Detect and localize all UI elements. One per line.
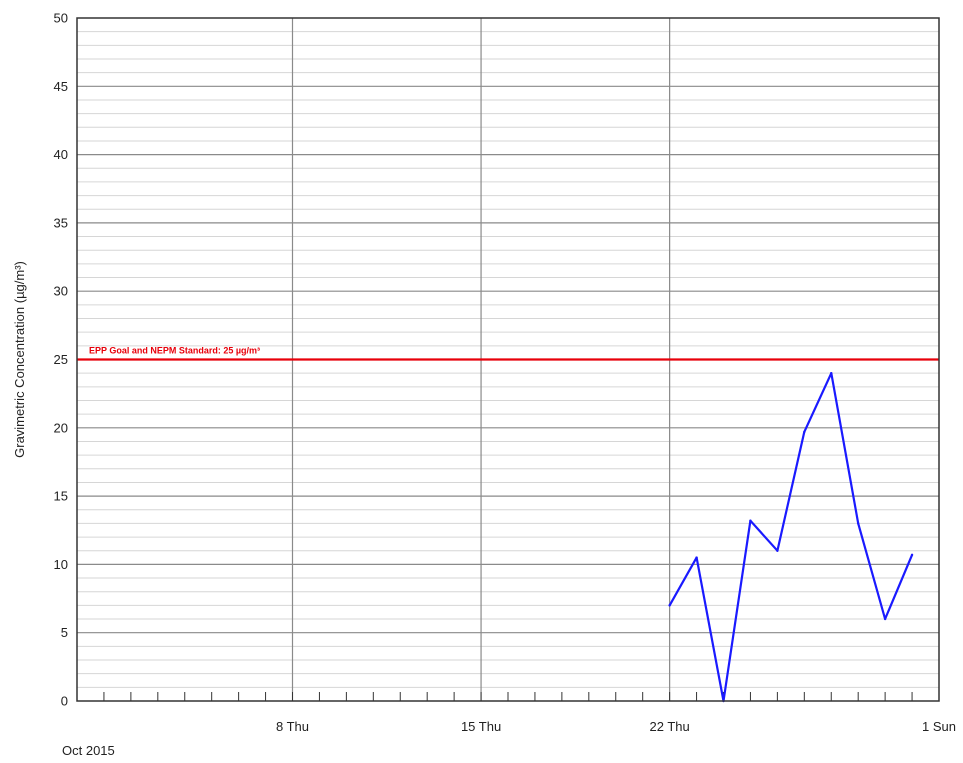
y-tick-labels: 0 5 10 15 20 25 30 35 40 45 50 [54, 11, 68, 709]
data-point [695, 556, 698, 559]
x-tick-labels: 8 Thu 15 Thu 22 Thu 1 Sun [276, 719, 956, 734]
x-tick-label: 15 Thu [461, 719, 501, 734]
y-tick-label: 45 [54, 79, 68, 94]
y-tick-label: 30 [54, 284, 68, 299]
reference-line-group: EPP Goal and NEPM Standard: 25 µg/m³ [77, 346, 939, 361]
data-point [668, 604, 671, 607]
y-tick-label: 20 [54, 420, 68, 435]
y-tick-label: 10 [54, 557, 68, 572]
plot-frame [76, 17, 940, 702]
data-point [830, 371, 833, 375]
series-group [668, 371, 914, 703]
period-label: Oct 2015 [62, 743, 115, 758]
x-tick-label: 8 Thu [276, 719, 309, 734]
data-point [776, 549, 779, 552]
series-line [668, 372, 914, 703]
data-point [910, 553, 914, 557]
data-point [749, 519, 752, 522]
y-tick-label: 15 [54, 489, 68, 504]
y-tick-label: 25 [54, 352, 68, 367]
y-tick-label: 35 [54, 215, 68, 230]
x-tick-label: 22 Thu [650, 719, 690, 734]
y-axis-title: Gravimetric Concentration (µg/m³) [12, 261, 27, 458]
reference-line-label: EPP Goal and NEPM Standard: 25 µg/m³ [89, 346, 260, 356]
x-tick-label: 1 Sun [922, 719, 956, 734]
y-tick-label: 0 [61, 694, 68, 709]
y-tick-label: 40 [54, 147, 68, 162]
y-tick-label: 5 [61, 625, 68, 640]
data-point [856, 522, 860, 525]
data-point [883, 617, 887, 621]
x-minor-ticks [103, 692, 913, 701]
data-point [803, 430, 806, 434]
y-tick-label: 50 [54, 11, 68, 26]
